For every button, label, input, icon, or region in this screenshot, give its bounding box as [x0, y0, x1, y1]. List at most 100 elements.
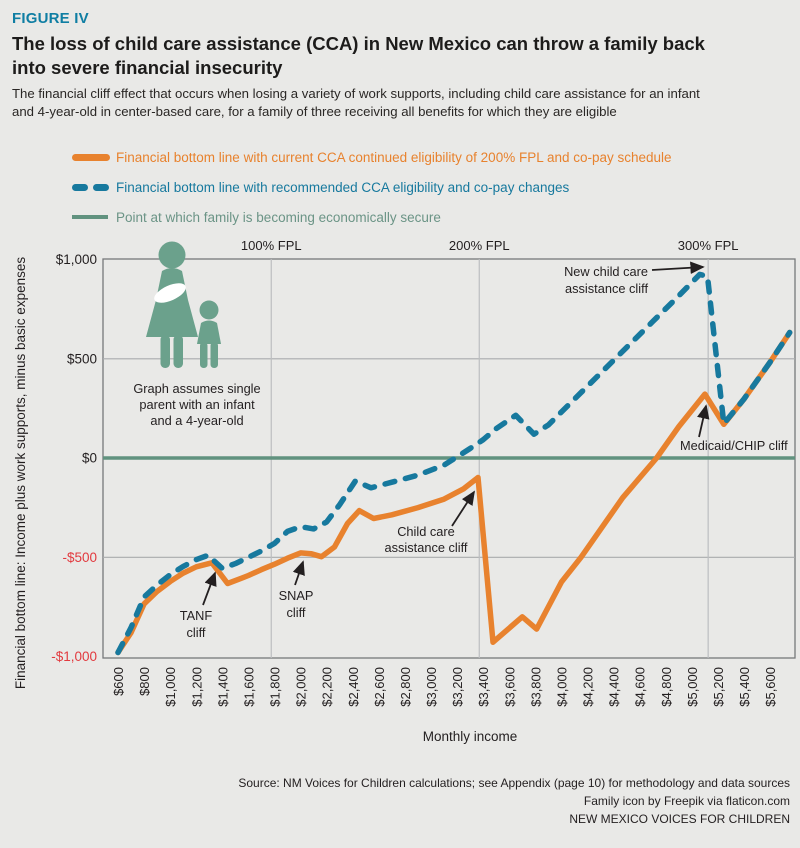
y-tick-label: $1,000 [56, 252, 97, 267]
annotation-text: cliff [187, 625, 206, 640]
mother-leg [173, 335, 183, 368]
fpl-labels: 100% FPL 200% FPL 300% FPL [241, 238, 739, 253]
family-note: Graph assumes single parent with an infa… [133, 381, 260, 428]
source-note: Source: NM Voices for Children calculati… [238, 776, 790, 790]
mother-body [146, 268, 198, 337]
chart-title: The loss of child care assistance (CCA) … [12, 32, 792, 80]
child-leg [210, 342, 218, 368]
x-tick-label: $3,000 [424, 667, 439, 707]
header: FIGURE IV The loss of child care assista… [12, 10, 792, 121]
annotation-arrow [292, 560, 305, 586]
x-tick-label: $2,400 [346, 667, 361, 707]
annotation-text: SNAP [279, 588, 314, 603]
infant-icon [154, 283, 186, 303]
line-current-cca [115, 329, 793, 656]
x-tick-label: $1,000 [163, 667, 178, 707]
subtitle-line-1: The financial cliff effect that occurs w… [12, 86, 700, 101]
x-tick-label: $4,400 [607, 667, 622, 707]
fpl-label: 100% FPL [241, 238, 302, 253]
y-tick-label: -$1,000 [51, 649, 97, 664]
annotation-text: TANF [180, 608, 213, 623]
annotation-text: assistance cliff [565, 281, 648, 296]
x-tick-label: $2,000 [294, 667, 309, 707]
annotation-child-care-cliff: Child care assistance cliff [385, 490, 475, 555]
x-tick-label: $3,400 [476, 667, 491, 707]
x-axis-ticks: $600 $800 $1,000 $1,200 $1,400 $1,600 $1,800 $2… [111, 667, 778, 707]
subtitle-line-2: and 4-year-old in center-based care, for… [12, 104, 617, 119]
x-axis-title: Monthly income [423, 729, 518, 744]
annotation-text: Medicaid/CHIP cliff [680, 438, 788, 453]
icon-credit: Family icon by Freepik via flaticon.com [583, 794, 790, 808]
x-tick-label: $1,600 [241, 667, 256, 707]
legend: Financial bottom line with current CCA c… [72, 142, 672, 232]
y-axis-title: Financial bottom line: Income plus work … [13, 257, 28, 689]
title-line-2: into severe financial insecurity [12, 57, 283, 78]
annotation-text: assistance cliff [385, 540, 468, 555]
mother-head [158, 241, 186, 269]
x-tick-label: $4,000 [554, 667, 569, 707]
annotation-arrow [202, 571, 217, 606]
x-tick-label: $1,200 [189, 667, 204, 707]
x-tick-label: $4,800 [659, 667, 674, 707]
annotation-medicaid-chip-cliff: Medicaid/CHIP cliff [680, 404, 788, 453]
y-axis-ticks: $1,000 $500 $0 -$500 -$1,000 [51, 252, 97, 664]
x-tick-label: $3,600 [502, 667, 517, 707]
chart-subtitle: The financial cliff effect that occurs w… [12, 85, 792, 121]
title-line-1: The loss of child care assistance (CCA) … [12, 33, 705, 54]
x-tick-label: $3,200 [450, 667, 465, 707]
legend-label: Point at which family is becoming econom… [116, 209, 441, 225]
x-tick-label: $4,200 [581, 667, 596, 707]
legend-label: Financial bottom line with recommended C… [116, 179, 570, 195]
organization-name: NEW MEXICO VOICES FOR CHILDREN [569, 812, 790, 826]
annotation-arrow [697, 404, 710, 438]
child-head [199, 300, 219, 320]
legend-label: Financial bottom line with current CCA c… [116, 149, 672, 165]
x-tick-label: $600 [111, 667, 126, 696]
child-leg [200, 342, 208, 368]
footer: Source: NM Voices for Children calculati… [238, 774, 790, 828]
orange-solid-line-icon [72, 153, 112, 161]
annotation-new-child-care-cliff: New child care assistance cliff [564, 261, 705, 296]
legend-item-secure-line: Point at which family is becoming econom… [72, 202, 672, 232]
legend-item-recommended-cca: Financial bottom line with recommended C… [72, 172, 672, 202]
gridlines [103, 259, 795, 658]
x-tick-label: $5,400 [737, 667, 752, 707]
y-tick-label: $500 [67, 351, 97, 366]
x-tick-label: $800 [137, 667, 152, 696]
family-note-line: Graph assumes single [133, 381, 260, 396]
y-tick-label: $0 [82, 451, 97, 466]
child-body [197, 320, 221, 344]
annotation-text: New child care [564, 264, 648, 279]
x-tick-label: $2,200 [320, 667, 335, 707]
x-tick-label: $2,600 [372, 667, 387, 707]
mother-leg [160, 335, 170, 368]
annotation-arrow [451, 490, 475, 527]
fpl-label: 200% FPL [449, 238, 510, 253]
x-tick-label: $5,000 [685, 667, 700, 707]
x-tick-label: $3,800 [528, 667, 543, 707]
line-recommended-cca [115, 271, 793, 656]
data-series [115, 271, 793, 656]
figure-label: FIGURE IV [12, 10, 89, 27]
annotation-arrow [651, 261, 705, 275]
family-note-line: parent with an infant [139, 397, 255, 412]
legend-item-current-cca: Financial bottom line with current CCA c… [72, 142, 672, 172]
x-tick-label: $5,600 [763, 667, 778, 707]
annotation-tanf-cliff: TANF cliff [180, 571, 217, 640]
cliff-effect-chart: Graph assumes single parent with an infa… [13, 238, 796, 744]
fpl-label: 300% FPL [678, 238, 739, 253]
family-note-line: and a 4-year-old [150, 413, 243, 428]
annotation-text: cliff [287, 605, 306, 620]
x-tick-label: $4,600 [633, 667, 648, 707]
x-tick-label: $5,200 [711, 667, 726, 707]
y-tick-label: -$500 [62, 550, 97, 565]
annotation-text: Child care [397, 524, 455, 539]
family-icon [146, 241, 221, 368]
x-tick-label: $1,400 [215, 667, 230, 707]
green-line-icon [72, 215, 112, 219]
x-tick-label: $1,800 [268, 667, 283, 707]
blue-dashed-line-icon [72, 183, 112, 191]
annotation-snap-cliff: SNAP cliff [279, 560, 314, 620]
x-tick-label: $2,800 [398, 667, 413, 707]
